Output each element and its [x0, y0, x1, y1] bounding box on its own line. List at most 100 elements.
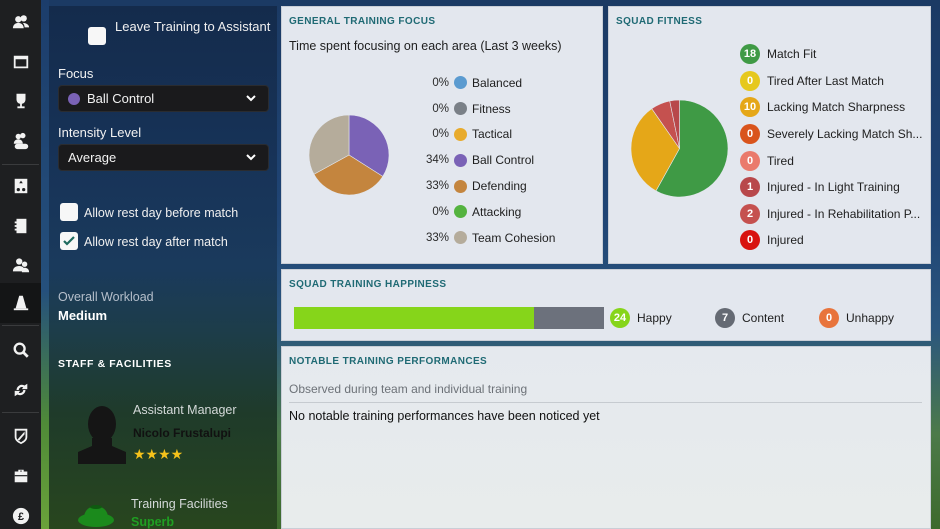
fitness-status-label: Severely Lacking Match Sh... [767, 127, 923, 142]
legend-color-dot [454, 179, 467, 193]
nav-squad[interactable] [0, 2, 41, 42]
unhappy-badge: 0 [819, 308, 839, 328]
fitness-status-label: Injured - In Rehabilitation P... [767, 206, 921, 221]
trophy-icon [16, 93, 25, 109]
legend-label: Ball Control [472, 153, 535, 168]
legend-percent: 0% [432, 76, 449, 89]
training-settings-panel: Leave Training to Assistant Focus Ball C… [49, 6, 277, 529]
nav-search[interactable] [0, 330, 41, 370]
training-cone-icon [13, 295, 28, 311]
nav-training[interactable] [0, 283, 41, 323]
fitness-legend-item[interactable]: 0 Tired After Last Match [740, 68, 922, 95]
fitness-legend-item[interactable]: 0 Tired [740, 147, 922, 174]
rest-before-match-label: Allow rest day before match [84, 206, 239, 220]
legend-color-dot [454, 205, 467, 219]
fitness-legend-item[interactable]: 18 Match Fit [740, 41, 922, 68]
fitness-legend-item[interactable]: 2 Injured - In Rehabilitation P... [740, 201, 922, 228]
finances-pound-icon: £ [12, 507, 29, 525]
rail-separator [2, 164, 39, 165]
training-facilities-value: Superb [131, 515, 175, 529]
svg-text:£: £ [18, 511, 24, 523]
card-title: NOTABLE TRAINING PERFORMANCES [289, 356, 488, 367]
legend-label: Balanced [472, 75, 523, 90]
fitness-count-badge: 0 [740, 70, 760, 91]
nav-tactics[interactable] [0, 166, 41, 206]
rest-before-match-checkbox[interactable] [60, 203, 78, 221]
focus-value: Ball Control [87, 91, 155, 106]
training-focus-pie-chart [308, 114, 390, 196]
legend-percent: 33% [425, 180, 449, 193]
inbox-icon [13, 55, 28, 69]
fitness-legend-item[interactable]: 1 Injured - In Light Training [740, 174, 922, 201]
content-label: Content [742, 311, 785, 325]
rest-after-match-label: Allow rest day after match [84, 235, 228, 249]
happiness-bar-segment [294, 307, 534, 329]
legend-item: 0% Fitness [412, 96, 555, 122]
squad-happiness-card: SQUAD TRAINING HAPPINESS 24 Happy 7 Cont… [281, 269, 931, 341]
assistant-name-link[interactable]: Nicolo Frustalupi [133, 426, 232, 440]
empty-state-message: No notable training performances have be… [289, 409, 600, 423]
squad-fitness-pie-chart [630, 99, 729, 198]
training-facilities-label: Training Facilities [131, 497, 228, 511]
happiness-bar-segment [534, 307, 604, 329]
nav-rail: £ [0, 0, 41, 529]
card-subtitle: Observed during team and individual trai… [289, 382, 528, 396]
nav-inbox[interactable] [0, 42, 41, 82]
rest-after-match-checkbox[interactable] [60, 232, 78, 250]
legend-label: Fitness [472, 101, 511, 116]
squad-fitness-legend: 18 Match Fit 0 Tired After Last Match 10 Lack… [740, 41, 922, 254]
background-strip [41, 0, 49, 529]
fitness-legend-item[interactable]: 0 Severely Lacking Match Sh... [740, 121, 922, 148]
squad-icon [12, 15, 29, 29]
intensity-dropdown[interactable]: Average [58, 144, 269, 171]
happy-count: 24 Happy [610, 308, 672, 328]
content-count: 7 Content [715, 308, 784, 328]
nav-competitions[interactable] [0, 81, 41, 121]
pie-slice [669, 99, 680, 149]
legend-item: 34% Ball Control [412, 147, 555, 173]
pie-slice [308, 114, 350, 175]
legend-color-dot [454, 231, 467, 245]
focus-dropdown[interactable]: Ball Control [58, 85, 269, 112]
fitness-status-label: Match Fit [767, 47, 817, 62]
checkmark-icon [63, 236, 75, 246]
reserves-icon [13, 132, 28, 150]
legend-label: Defending [472, 179, 527, 194]
legend-item: 0% Balanced [412, 70, 555, 96]
fitness-count-badge: 0 [740, 230, 760, 251]
fitness-legend-item[interactable]: 10 Lacking Match Sharpness [740, 94, 922, 121]
legend-percent: 33% [425, 231, 449, 244]
fitness-count-badge: 0 [740, 124, 760, 145]
nav-scouting[interactable] [0, 206, 41, 246]
unhappy-label: Unhappy [846, 311, 895, 325]
staff-facilities-title: STAFF & FACILITIES [58, 358, 172, 370]
nav-staff[interactable] [0, 246, 41, 286]
chevron-down-icon [246, 95, 256, 102]
content-badge: 7 [715, 308, 735, 328]
workload-label: Overall Workload [58, 290, 154, 304]
fitness-legend-item[interactable]: 0 Injured [740, 227, 922, 254]
nav-club[interactable] [0, 416, 41, 456]
search-icon [13, 342, 29, 358]
nav-finances[interactable]: £ [0, 496, 41, 529]
training-cone-icon [78, 505, 114, 527]
fitness-count-badge: 2 [740, 203, 760, 224]
leave-training-checkbox[interactable] [88, 27, 106, 45]
assistant-role: Assistant Manager [133, 403, 237, 417]
assistant-avatar[interactable] [76, 404, 128, 464]
nav-business[interactable] [0, 456, 41, 496]
legend-label: Team Cohesion [472, 230, 556, 245]
rail-separator [2, 412, 39, 413]
unhappy-count: 0 Unhappy [819, 308, 894, 328]
card-title: SQUAD FITNESS [616, 16, 703, 27]
assistant-rating-stars: ★★★★ [133, 446, 184, 462]
nav-transfers[interactable] [0, 370, 41, 410]
fitness-count-badge: 10 [740, 97, 760, 118]
legend-color-dot [454, 102, 467, 116]
pie-slice [655, 99, 729, 198]
nav-reserves[interactable] [0, 121, 41, 161]
squad-fitness-card: SQUAD FITNESS 18 Match Fit 0 Tired After La… [608, 6, 931, 264]
legend-percent: 0% [432, 205, 449, 218]
card-subtitle: Time spent focusing on each area (Last 3… [289, 39, 562, 53]
legend-item: 33% Team Cohesion [412, 225, 555, 251]
